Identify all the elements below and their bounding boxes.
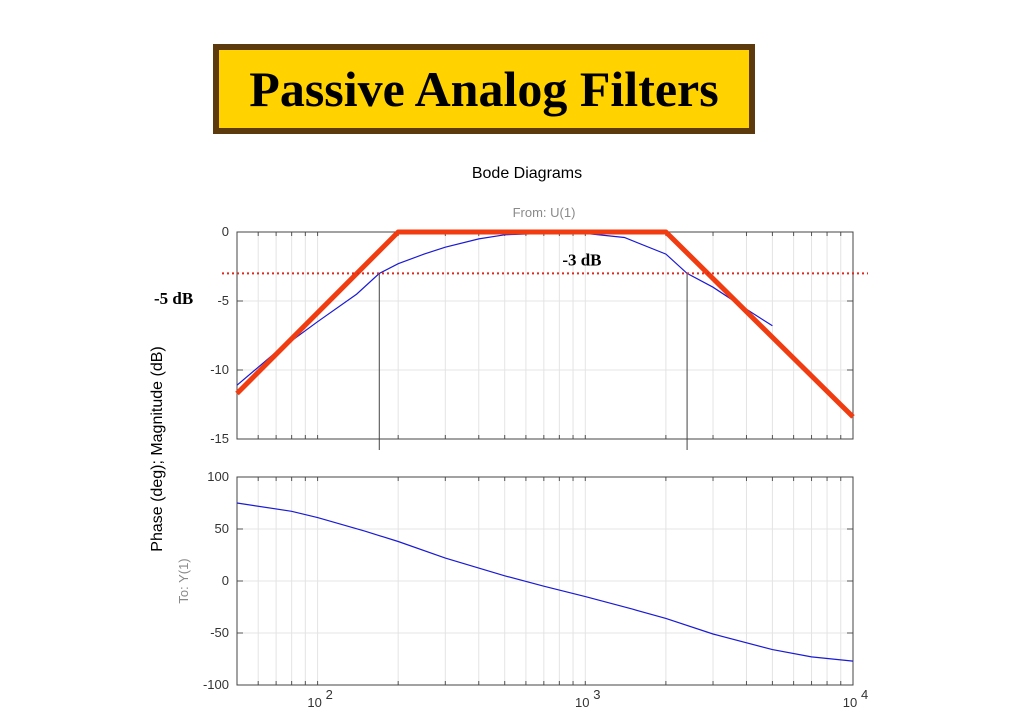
x-tick-label: 10 (575, 695, 589, 710)
x-tick-exponent: 3 (593, 687, 600, 702)
to-label: To: Y(1) (176, 558, 191, 603)
phase-axes-frame (236, 476, 854, 686)
phase-y-tick-label: 50 (215, 521, 229, 536)
title-banner: Passive Analog Filters (213, 44, 755, 134)
phase-y-tick-label: 0 (222, 573, 229, 588)
magnitude-response-curve (236, 232, 773, 386)
asymptote-line (235, 229, 855, 419)
x-tick-exponent: 4 (861, 687, 868, 702)
chart-title: Bode Diagrams (472, 165, 582, 182)
annotation-minus-3db: -3 dB (562, 251, 601, 270)
from-label: From: U(1) (513, 205, 576, 220)
page-title: Passive Analog Filters (249, 61, 719, 117)
x-tick-label: 10 (843, 695, 857, 710)
annotation-minus-5db: -5 dB (154, 289, 193, 308)
x-tick-label: 10 (307, 695, 321, 710)
phase-response-curve (236, 502, 854, 662)
phase-y-tick-label: -100 (203, 677, 229, 692)
magnitude-y-tick-label: -5 (217, 293, 229, 308)
magnitude-y-tick-label: -10 (210, 362, 229, 377)
phase-y-tick-label: 100 (207, 469, 229, 484)
phase-y-tick-label: -50 (210, 625, 229, 640)
magnitude-y-tick-label: -15 (210, 431, 229, 446)
x-tick-exponent: 2 (326, 687, 333, 702)
magnitude-axes-frame (236, 231, 854, 440)
magnitude-y-tick-label: 0 (222, 224, 229, 239)
y-axis-label: Phase (deg); Magnitude (dB) (149, 346, 166, 551)
